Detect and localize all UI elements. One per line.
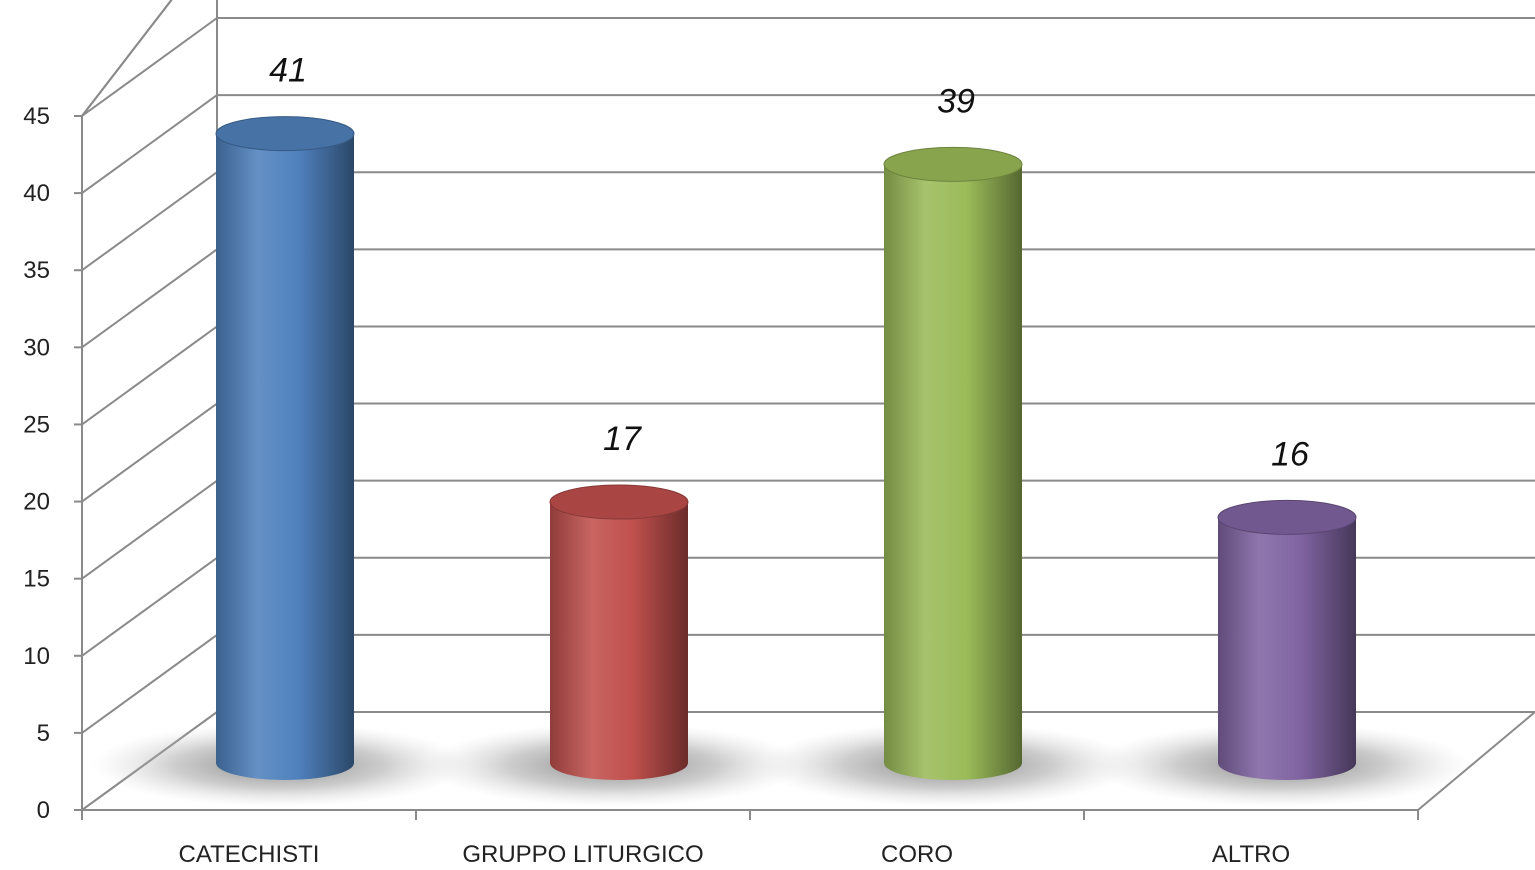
gridlines: [74, 17, 1535, 811]
bar-catechisti: [215, 116, 355, 780]
y-tick-label: 45: [23, 103, 50, 130]
bars: [215, 116, 1357, 781]
x-category-label: CORO: [881, 841, 953, 868]
gridline: [74, 171, 1535, 272]
gridline: [74, 248, 1535, 349]
bar-gruppo-liturgico: [549, 484, 689, 780]
y-tick-label: 20: [23, 489, 50, 516]
bar-coro: [883, 146, 1023, 781]
y-tick-label: 25: [23, 411, 50, 438]
x-category-label: ALTRO: [1212, 841, 1290, 868]
y-tick-label: 0: [37, 797, 50, 824]
data-label: 39: [937, 82, 975, 120]
y-tick-label: 10: [23, 643, 50, 670]
axes: [81, 810, 1419, 820]
data-label: 16: [1271, 435, 1309, 473]
y-tick-label: 35: [23, 257, 50, 284]
y-tick-label: 15: [23, 566, 50, 593]
y-axis-tick-labels: 0 5 10 15 20 25 30 35 40 45: [23, 103, 50, 824]
y-tick-label: 30: [23, 334, 50, 361]
data-label: 17: [603, 420, 642, 458]
data-label: 41: [269, 52, 307, 90]
gridline: [74, 94, 1535, 195]
y-tick-label: 40: [23, 180, 50, 207]
bar-altro: [1217, 499, 1357, 780]
x-category-label: GRUPPO LITURGICO: [462, 841, 703, 868]
gridline: [74, 325, 1535, 426]
y-tick-label: 5: [37, 720, 50, 747]
x-category-label: CATECHISTI: [179, 841, 320, 868]
gridline: [74, 402, 1535, 503]
x-axis-category-labels: CATECHISTI GRUPPO LITURGICO CORO ALTRO: [179, 841, 1291, 868]
data-labels: 41 17 39 16: [269, 52, 1309, 474]
gridline: [74, 17, 1535, 117]
gridline: [74, 479, 1535, 580]
